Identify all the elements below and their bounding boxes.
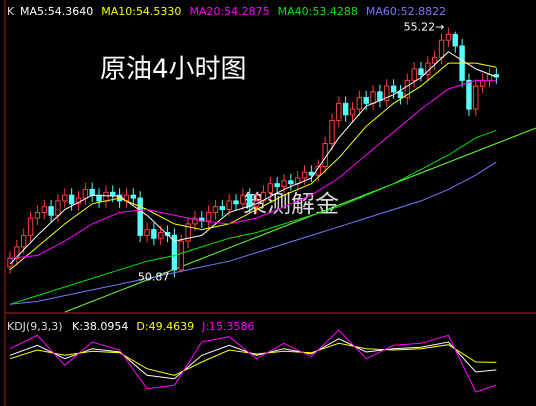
legend-entry: MA40:53.4288 (278, 5, 358, 18)
candle-body (404, 79, 411, 99)
candle-body (82, 188, 89, 199)
candle-body (96, 194, 102, 202)
candle-body (479, 79, 486, 87)
ma-line (9, 338, 497, 380)
candle-body (432, 56, 438, 64)
ma-line (9, 79, 497, 259)
legend-entry: MA10:54.5330 (101, 5, 181, 18)
legend-entry: K:38.0954 (72, 320, 128, 333)
candle-body (62, 194, 68, 202)
candle-body (240, 194, 246, 205)
candle-body (260, 191, 267, 202)
legend-entry: D:49.4639 (136, 320, 194, 333)
axis-label: K (7, 5, 15, 18)
candle-body (356, 97, 363, 110)
candle-body (219, 206, 226, 211)
candle-body (281, 180, 287, 188)
candle-body (151, 229, 157, 239)
candle-body (55, 200, 61, 216)
candle-body (178, 240, 184, 271)
candle-body (48, 206, 54, 216)
candle-body (34, 211, 41, 219)
candle-body (7, 257, 13, 268)
legend-entry: MA60:52.8822 (366, 5, 446, 18)
candle-body (192, 217, 198, 225)
annotation: 55.22→ (404, 21, 445, 34)
candle-body (452, 33, 458, 47)
legend-entry: MA5:54.3640 (20, 5, 93, 18)
candle-body (89, 188, 95, 196)
candle-body (336, 102, 342, 122)
candle-body (103, 191, 109, 202)
trend-line (64, 127, 536, 313)
candle-body (226, 200, 232, 211)
candle-body (342, 102, 349, 116)
candle-body (171, 234, 178, 271)
candle-body (68, 194, 75, 205)
candle-body (233, 200, 239, 205)
candle-body (445, 33, 452, 41)
candle-body (363, 97, 369, 104)
candle-body (137, 197, 143, 236)
ma-line (9, 62, 497, 271)
candle-body (130, 194, 137, 199)
candle-body (411, 68, 417, 81)
candle-body (247, 194, 253, 208)
candle-body (205, 211, 212, 222)
candle-body (308, 171, 315, 176)
ma-line (9, 51, 497, 265)
candle-body (486, 74, 493, 81)
candle-body (21, 234, 27, 248)
candle-body (267, 183, 274, 193)
candle-body (390, 85, 397, 93)
candle-body (301, 171, 308, 179)
candle-body (41, 206, 47, 213)
candle-body (438, 39, 445, 58)
candle-body (418, 68, 424, 76)
candle-body (384, 85, 390, 101)
candle-body (370, 91, 376, 104)
candle-body (164, 232, 171, 236)
axis-label: KDJ(9,3,3) (7, 320, 63, 333)
chart-title: 原油4小时图 (100, 55, 247, 85)
ma-line (9, 161, 497, 305)
ma-line (9, 329, 497, 393)
legend-entry: MA20:54.2875 (189, 5, 269, 18)
legend-entry: J:15.3586 (201, 320, 254, 333)
candle-body (14, 246, 20, 259)
candle-body (349, 108, 356, 116)
candle-body (329, 120, 335, 145)
annotation: 50.87 (138, 270, 170, 283)
ma-line (9, 129, 497, 305)
candle-body (110, 191, 116, 196)
candle-body (473, 85, 479, 110)
candle-body (212, 206, 219, 213)
candle-body (185, 223, 191, 242)
candle-body (27, 217, 34, 236)
candle-body (377, 91, 383, 101)
candle-body (397, 91, 404, 99)
candle-body (158, 232, 164, 239)
candle-body (466, 79, 472, 110)
ma-line (9, 342, 497, 376)
candle-body (288, 180, 294, 185)
candle-body (144, 229, 150, 236)
candle-body (274, 183, 280, 188)
